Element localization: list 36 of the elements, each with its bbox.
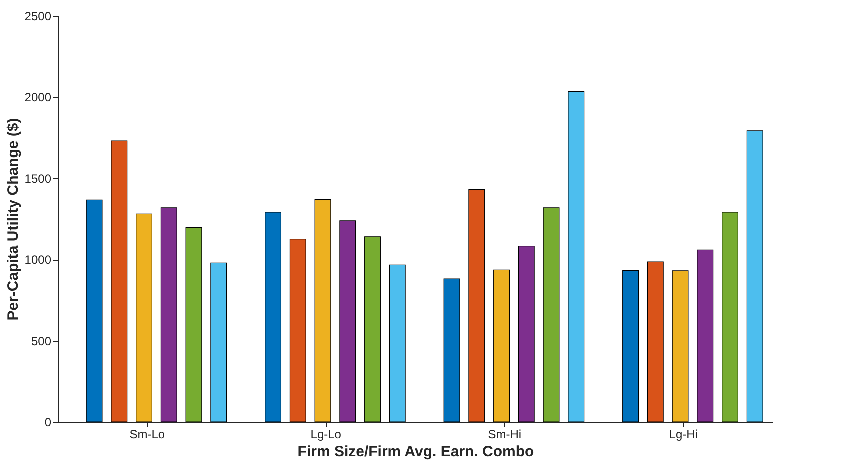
- bar: [746, 130, 764, 422]
- bar: [210, 262, 228, 422]
- y-tick-label: 2000: [24, 90, 52, 105]
- bar: [518, 246, 535, 422]
- bar: [290, 239, 306, 422]
- x-tick-label: Lg-Hi: [669, 428, 698, 442]
- bar: [160, 208, 178, 422]
- y-tick-label: 0: [44, 416, 52, 430]
- y-tick-label: 2500: [24, 10, 52, 24]
- y-axis-title: Per-Capita Utility Change ($): [4, 118, 22, 321]
- bar: [186, 227, 202, 422]
- x-tick-label: Sm-Hi: [488, 428, 522, 442]
- bar: [647, 262, 664, 422]
- x-axis-title: Firm Size/Firm Avg. Earn. Combo: [298, 444, 534, 460]
- bar: [111, 140, 128, 422]
- bar: [389, 264, 406, 422]
- bar: [672, 270, 689, 422]
- bar: [265, 212, 282, 422]
- bar: [722, 212, 738, 422]
- bar: [468, 189, 486, 422]
- x-tick-label: Sm-Lo: [130, 428, 166, 442]
- y-tick-label: 1500: [24, 172, 52, 186]
- bar: [314, 200, 332, 422]
- bar: [364, 236, 381, 422]
- x-tick-label: Lg-Lo: [310, 428, 342, 442]
- bar: [444, 278, 460, 422]
- y-tick-label: 500: [31, 334, 52, 348]
- bar: [86, 200, 103, 422]
- bar: [622, 270, 640, 422]
- bar: [340, 220, 356, 422]
- bar: [494, 270, 510, 422]
- bar: [697, 250, 714, 422]
- y-tick-label: 1000: [24, 253, 52, 268]
- bar: [568, 92, 585, 422]
- bar: [136, 214, 152, 422]
- bar: [543, 208, 560, 422]
